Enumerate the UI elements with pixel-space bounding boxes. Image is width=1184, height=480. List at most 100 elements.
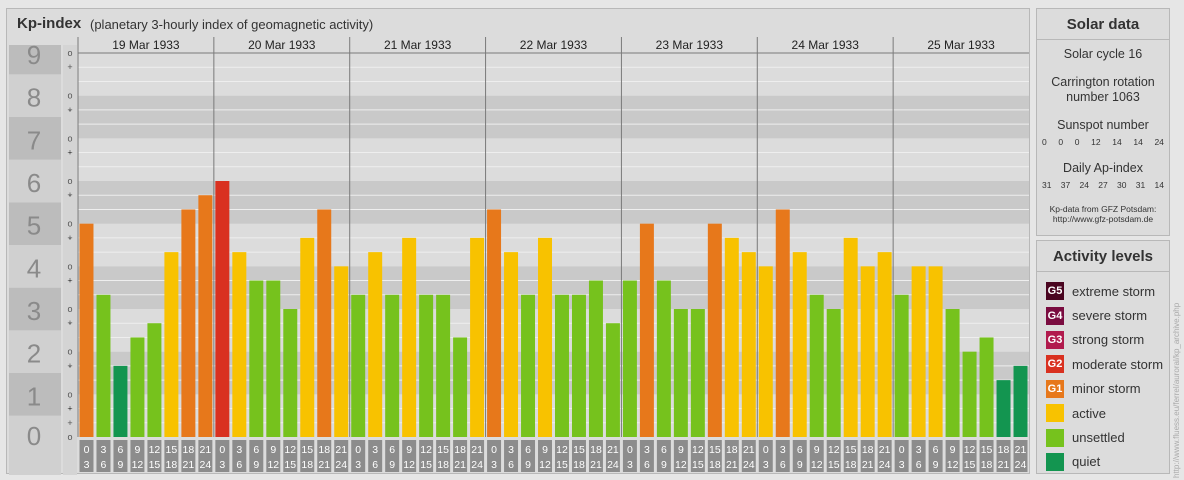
activity-level-unsettled: unsettled xyxy=(1037,425,1169,449)
sunspot-value: 12 xyxy=(1091,137,1101,147)
interval-cell xyxy=(96,440,111,472)
kp-bar xyxy=(775,209,790,437)
kp-bar xyxy=(860,266,875,437)
sunspot-value: 14 xyxy=(1112,137,1122,147)
interval-start-label: 18 xyxy=(590,444,602,456)
interval-end-label: 21 xyxy=(318,459,330,471)
kp-bar xyxy=(198,195,213,437)
interval-end-label: 18 xyxy=(437,459,449,471)
interval-end-label: 24 xyxy=(200,459,212,471)
kp-bar xyxy=(419,294,434,437)
kp-label-cell xyxy=(9,202,61,245)
activity-level-label: unsettled xyxy=(1072,430,1125,446)
kp-minor-label: o xyxy=(67,219,72,229)
interval-end-label: 15 xyxy=(284,459,296,471)
interval-end-label: 3 xyxy=(84,459,90,471)
kp-bar xyxy=(605,323,620,437)
interval-cell xyxy=(538,440,552,472)
interval-cell xyxy=(911,440,926,472)
interval-start-label: 15 xyxy=(981,444,993,456)
interval-end-label: 12 xyxy=(947,459,959,471)
activity-levels-panel: Activity levels G5 extreme storm G4 severe … xyxy=(1036,240,1170,474)
kp-minor-label: o xyxy=(67,347,72,357)
activity-level-swatch: G3 xyxy=(1046,330,1064,349)
kp-bar xyxy=(79,223,94,437)
interval-end-label: 24 xyxy=(607,459,619,471)
kp-label-cell xyxy=(9,45,61,75)
interval-start-label: 6 xyxy=(118,444,124,456)
kp-axis-label: 6 xyxy=(27,168,41,198)
kp-bar xyxy=(979,337,994,437)
chart-title: Kp-index xyxy=(17,15,82,32)
interval-start-label: 0 xyxy=(763,444,769,456)
interval-start-label: 18 xyxy=(726,444,738,456)
data-source-link[interactable]: http://www.gfz-potsdam.de xyxy=(1052,214,1154,224)
interval-end-label: 15 xyxy=(828,459,840,471)
interval-cell xyxy=(487,440,502,472)
interval-cell xyxy=(945,440,960,472)
kp-bar xyxy=(928,266,943,437)
interval-end-label: 3 xyxy=(763,459,769,471)
interval-end-label: 6 xyxy=(372,459,378,471)
interval-cell xyxy=(928,440,943,472)
interval-end-label: 12 xyxy=(811,459,823,471)
solar-data-panel: Solar data Solar cycle 16 Carrington rot… xyxy=(1036,8,1170,236)
kp-minor-label: o xyxy=(67,48,72,58)
interval-end-label: 18 xyxy=(573,459,585,471)
interval-cell xyxy=(419,440,434,472)
interval-start-label: 21 xyxy=(200,444,212,456)
activity-level-moderate-storm: G2 moderate storm xyxy=(1037,352,1169,376)
interval-end-label: 9 xyxy=(797,459,803,471)
kp-bar xyxy=(724,237,739,437)
activity-level-active: active xyxy=(1037,401,1169,425)
kp-bar xyxy=(911,266,926,437)
activity-level-label: strong storm xyxy=(1072,332,1145,348)
kp-axis-label: 5 xyxy=(27,211,41,241)
interval-cell xyxy=(181,440,196,472)
interval-end-label: 24 xyxy=(335,459,347,471)
interval-end-label: 21 xyxy=(454,459,466,471)
interval-start-label: 21 xyxy=(607,444,619,456)
kp-axis-label: 7 xyxy=(27,125,41,155)
day-header: 21 Mar 1933 xyxy=(384,38,452,52)
interval-cell xyxy=(215,440,230,472)
kp-axis-label: 4 xyxy=(27,253,41,283)
kp-minor-label: + xyxy=(67,148,72,158)
interval-end-label: 6 xyxy=(508,459,514,471)
ap-value: 30 xyxy=(1117,180,1127,190)
interval-cell xyxy=(1013,440,1028,472)
interval-start-label: 15 xyxy=(437,444,449,456)
interval-cell xyxy=(571,440,586,472)
kp-band xyxy=(78,53,1029,96)
kp-bar xyxy=(385,294,400,437)
interval-start-label: 18 xyxy=(862,444,874,456)
kp-bar xyxy=(1013,365,1028,437)
interval-start-label: 9 xyxy=(270,444,276,456)
kp-bar xyxy=(300,237,315,437)
interval-cell xyxy=(130,440,145,472)
kp-minor-label: + xyxy=(67,318,72,328)
kp-minor-label: - xyxy=(69,105,72,115)
kp-band xyxy=(78,181,1029,224)
kp-axis-label: 2 xyxy=(27,339,41,369)
kp-bar xyxy=(656,280,671,437)
interval-start-label: 18 xyxy=(454,444,466,456)
ap-value: 37 xyxy=(1060,180,1071,190)
interval-start-label: 21 xyxy=(471,444,483,456)
ap-value: 14 xyxy=(1154,180,1164,190)
kp-axis-label: 0 xyxy=(27,421,41,451)
kp-minor-label: o xyxy=(67,389,72,399)
interval-start-label: 0 xyxy=(219,444,225,456)
kp-minor-label: - xyxy=(69,404,72,414)
interval-cell xyxy=(792,440,807,472)
kp-bar xyxy=(283,309,298,437)
interval-end-label: 12 xyxy=(132,459,144,471)
interval-cell xyxy=(368,440,383,472)
interval-end-label: 12 xyxy=(675,459,687,471)
kp-minor-label: + xyxy=(67,418,72,428)
interval-cell xyxy=(605,440,620,472)
kp-bar xyxy=(147,323,162,437)
activity-level-swatch: G4 xyxy=(1046,306,1064,325)
kp-bar xyxy=(639,223,654,437)
day-header: 20 Mar 1933 xyxy=(248,38,316,52)
